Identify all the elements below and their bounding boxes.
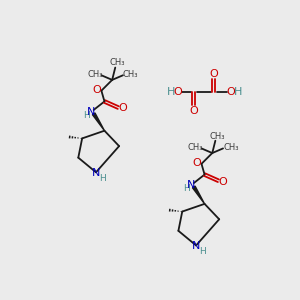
- Polygon shape: [92, 113, 104, 131]
- Text: H: H: [167, 87, 175, 97]
- Text: CH₃: CH₃: [223, 143, 239, 152]
- Text: N: N: [86, 107, 95, 117]
- Text: H: H: [99, 174, 106, 183]
- Polygon shape: [193, 186, 205, 204]
- Text: H: H: [199, 247, 206, 256]
- Text: O: O: [118, 103, 127, 113]
- Text: CH₃: CH₃: [88, 70, 103, 79]
- Text: O: O: [226, 87, 235, 97]
- Text: H: H: [83, 111, 90, 120]
- Text: O: O: [209, 69, 218, 79]
- Text: O: O: [173, 87, 182, 97]
- Text: CH₃: CH₃: [188, 143, 203, 152]
- Text: N: N: [192, 241, 200, 251]
- Text: CH₃: CH₃: [123, 70, 138, 79]
- Text: N: N: [187, 180, 195, 190]
- Text: O: O: [219, 176, 227, 187]
- Text: O: O: [193, 158, 201, 168]
- Text: H: H: [184, 184, 190, 193]
- Text: CH₃: CH₃: [209, 132, 225, 141]
- Text: H: H: [234, 87, 243, 97]
- Text: O: O: [92, 85, 101, 95]
- Text: O: O: [189, 106, 198, 116]
- Text: CH₃: CH₃: [109, 58, 124, 68]
- Text: N: N: [92, 168, 100, 178]
